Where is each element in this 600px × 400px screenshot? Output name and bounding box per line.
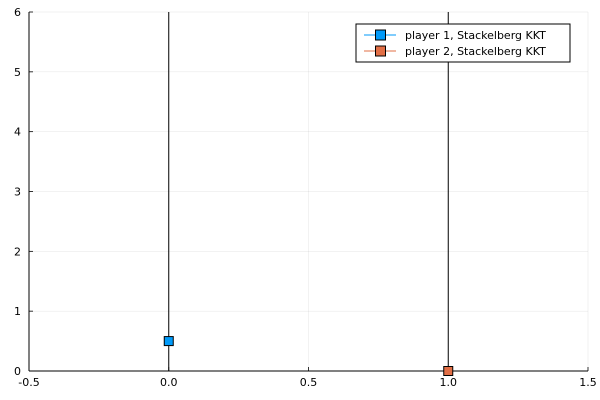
- legend: player 1, Stackelberg KKT player 2, Stack…: [355, 23, 571, 63]
- y-tick-label: 4: [14, 126, 21, 139]
- y-tick-labels: 0 1 2 3 4 5 6: [14, 6, 33, 378]
- vertical-lines: [168, 12, 449, 371]
- legend-box: [355, 23, 571, 63]
- y-tick-label: 3: [14, 186, 21, 199]
- y-tick-label: 5: [14, 66, 21, 79]
- x-tick-label: -0.5: [18, 376, 39, 389]
- legend-marker-series-2: [375, 45, 386, 57]
- series-1-point: [163, 336, 174, 347]
- x-tick-label: 0.5: [300, 376, 318, 389]
- y-tick-label: 6: [14, 6, 21, 19]
- legend-label-series-1: player 1, Stackelberg KKT: [405, 29, 546, 42]
- series-2-point: [443, 366, 454, 376]
- y-tick-label: 1: [14, 305, 21, 318]
- x-tick-labels: -0.5 0.0 0.5 1.0 1.5: [18, 367, 597, 389]
- legend-label-series-2: player 2, Stackelberg KKT: [405, 45, 546, 58]
- legend-marker-series-1: [375, 29, 386, 41]
- y-tick-label: 0: [14, 365, 21, 378]
- x-tick-label: 1.5: [579, 376, 597, 389]
- data-points: [163, 336, 454, 376]
- x-tick-label: 1.0: [440, 376, 458, 389]
- x-tick-label: 0.0: [160, 376, 178, 389]
- y-tick-label: 2: [14, 245, 21, 258]
- grid: [28, 11, 589, 372]
